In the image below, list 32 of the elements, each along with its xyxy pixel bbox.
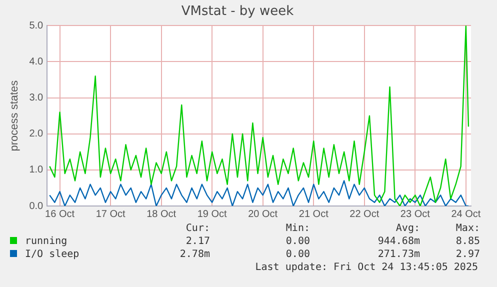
x-tick-label: 24 Oct bbox=[451, 208, 481, 220]
y-tick-label: 2.0 bbox=[29, 128, 44, 140]
x-tick-label: 23 Oct bbox=[400, 208, 430, 220]
x-tick-label: 21 Oct bbox=[298, 208, 329, 220]
y-tick-label: 3.0 bbox=[29, 92, 44, 104]
text: 2.97 bbox=[454, 248, 480, 261]
text: 271.73m bbox=[376, 248, 420, 261]
x-tick-label: 16 Oct bbox=[45, 208, 75, 220]
x-tick-label: 17 Oct bbox=[96, 208, 126, 220]
legend-label: I/O sleep bbox=[24, 248, 80, 261]
text: Last update: Fri Oct 24 13:45:05 2025 bbox=[254, 261, 479, 274]
text: 944.68m bbox=[376, 235, 420, 248]
y-axis-title: process states bbox=[8, 80, 21, 152]
legend-label: running bbox=[24, 235, 68, 248]
x-tick-label: 20 Oct bbox=[248, 208, 278, 220]
text: 8.85 bbox=[454, 235, 480, 248]
y-tick-label: 0.0 bbox=[29, 200, 44, 212]
text: Avg: bbox=[394, 222, 420, 235]
text: 2.78m bbox=[178, 248, 210, 261]
y-tick-label: 5.0 bbox=[29, 20, 44, 32]
y-tick-label: 1.0 bbox=[29, 164, 44, 176]
chart-title: VMstat - by week bbox=[181, 4, 294, 20]
x-tick-label: 22 Oct bbox=[350, 208, 380, 220]
text: 2.17 bbox=[184, 235, 210, 248]
text: Min: bbox=[284, 222, 310, 235]
x-tick-label: 19 Oct bbox=[197, 208, 228, 220]
text: Cur: bbox=[184, 222, 210, 235]
y-tick-label: 4.0 bbox=[29, 56, 44, 68]
text: 0.00 bbox=[284, 248, 310, 261]
x-tick-label: 18 Oct bbox=[146, 208, 176, 220]
text: Max: bbox=[454, 222, 480, 235]
text: 0.00 bbox=[284, 235, 310, 248]
